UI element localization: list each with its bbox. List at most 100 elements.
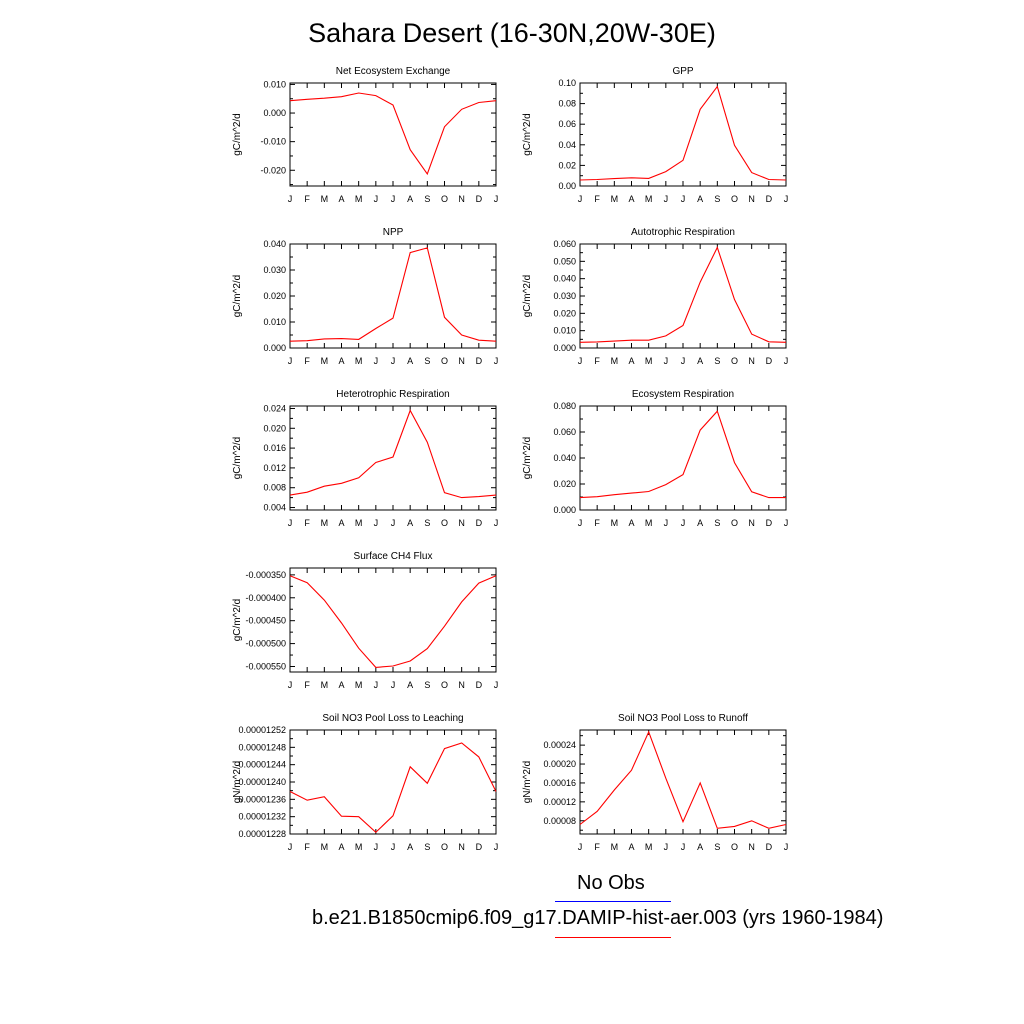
y-tick-label: 0.000 (263, 343, 286, 353)
x-tick-label: J (784, 518, 789, 528)
y-tick-label: 0.040 (553, 453, 576, 463)
x-tick-label: M (355, 842, 363, 852)
x-tick-label: S (424, 518, 430, 528)
x-tick-label: J (288, 680, 293, 690)
x-tick-label: A (407, 356, 413, 366)
plot-frame (579, 243, 787, 349)
series-line (289, 409, 497, 499)
y-tick-label: 0.08 (558, 99, 576, 109)
y-axis-label: gC/m^2/d (232, 113, 243, 156)
x-tick-label: M (645, 194, 653, 204)
x-tick-label: N (458, 194, 465, 204)
y-tick-label: 0.012 (263, 463, 286, 473)
chart-title: Soil NO3 Pool Loss to Runoff (618, 713, 748, 724)
x-tick-label: S (714, 194, 720, 204)
y-tick-label: 0.00020 (543, 759, 576, 769)
x-tick-label: O (441, 194, 448, 204)
y-tick-label: 0.00012 (543, 797, 576, 807)
x-tick-label: N (458, 842, 465, 852)
x-tick-label: J (578, 842, 583, 852)
y-tick-label: 0.00016 (543, 778, 576, 788)
y-tick-label: 0.00 (558, 181, 576, 191)
x-tick-label: A (338, 356, 344, 366)
x-tick-label: J (374, 842, 379, 852)
x-tick-label: F (594, 842, 600, 852)
x-tick-label: O (441, 356, 448, 366)
plot-frame (289, 567, 497, 673)
x-tick-label: O (731, 842, 738, 852)
y-tick-label: -0.000550 (245, 662, 286, 672)
x-tick-label: D (766, 842, 773, 852)
x-tick-label: O (441, 680, 448, 690)
y-tick-label: 0.00001232 (238, 812, 286, 822)
x-tick-label: M (611, 842, 619, 852)
y-tick-label: 0.050 (553, 256, 576, 266)
x-tick-label: J (494, 518, 499, 528)
y-tick-label: 0.00024 (543, 740, 576, 750)
y-tick-label: 0.000 (263, 108, 286, 118)
series-line (579, 85, 787, 181)
legend-obs-label: No Obs (577, 872, 645, 894)
x-tick-label: M (321, 356, 329, 366)
series-line (289, 575, 497, 668)
x-tick-label: O (441, 518, 448, 528)
x-tick-label: J (374, 194, 379, 204)
y-tick-label: 0.020 (553, 479, 576, 489)
x-tick-label: S (424, 356, 430, 366)
x-tick-label: J (288, 518, 293, 528)
chart-title: Ecosystem Respiration (632, 389, 734, 400)
y-tick-label: 0.004 (263, 503, 286, 513)
x-tick-label: O (731, 356, 738, 366)
x-tick-label: M (355, 680, 363, 690)
y-tick-label: -0.010 (260, 137, 286, 147)
x-tick-label: S (424, 194, 430, 204)
x-tick-label: D (476, 842, 483, 852)
y-tick-label: 0.040 (263, 239, 286, 249)
chart-title: Heterotrophic Respiration (336, 389, 449, 400)
x-tick-label: A (628, 842, 634, 852)
x-tick-label: D (476, 356, 483, 366)
x-tick-label: S (424, 842, 430, 852)
y-tick-label: 0.010 (263, 79, 286, 89)
y-tick-label: -0.000350 (245, 570, 286, 580)
y-tick-label: 0.060 (553, 239, 576, 249)
chart-title: Net Ecosystem Exchange (336, 66, 451, 77)
x-tick-label: M (611, 518, 619, 528)
legend-case-line (555, 937, 671, 938)
y-tick-label: 0.020 (553, 308, 576, 318)
x-tick-label: D (766, 194, 773, 204)
x-tick-label: F (304, 194, 310, 204)
chart-title: Surface CH4 Flux (354, 551, 433, 562)
x-tick-label: J (681, 194, 686, 204)
x-tick-label: D (766, 356, 773, 366)
y-tick-label: 0.00001248 (238, 742, 286, 752)
x-tick-label: J (391, 356, 396, 366)
x-tick-label: J (391, 518, 396, 528)
y-tick-label: 0.00001240 (238, 777, 286, 787)
x-tick-label: M (321, 680, 329, 690)
x-tick-label: S (714, 518, 720, 528)
x-tick-label: M (355, 356, 363, 366)
series-line (579, 246, 787, 343)
x-tick-label: J (784, 194, 789, 204)
y-axis-label: gC/m^2/d (522, 275, 533, 318)
plot-frame (289, 405, 497, 511)
chart-title: NPP (383, 227, 404, 238)
x-tick-label: N (748, 842, 755, 852)
x-tick-label: J (681, 518, 686, 528)
x-tick-label: J (391, 194, 396, 204)
x-tick-label: N (748, 518, 755, 528)
series-line (579, 410, 786, 499)
x-tick-label: F (594, 518, 600, 528)
y-tick-label: 0.030 (263, 265, 286, 275)
x-tick-label: A (407, 194, 413, 204)
y-axis-label: gC/m^2/d (232, 437, 243, 480)
x-tick-label: M (321, 842, 329, 852)
x-tick-label: J (374, 518, 379, 528)
x-tick-label: J (494, 842, 499, 852)
